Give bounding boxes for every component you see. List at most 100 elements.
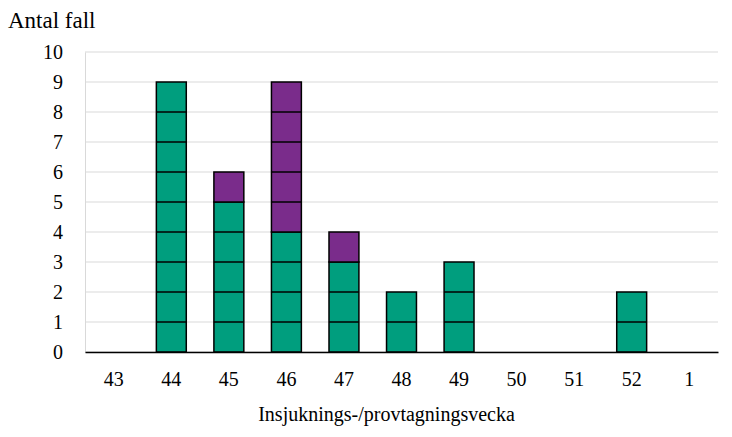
y-tick-label: 7 [53, 131, 63, 153]
y-tick: 10 [43, 41, 85, 63]
grid-line [85, 52, 718, 53]
y-tick: 4 [53, 221, 85, 243]
y-tick: 8 [53, 101, 85, 123]
x-tick: 44 [161, 352, 181, 390]
y-tick: 0 [53, 341, 85, 363]
y-tick-label: 5 [53, 191, 63, 213]
x-tick: 48 [392, 352, 412, 390]
y-tick-label: 8 [53, 101, 63, 123]
grid-line [85, 232, 718, 233]
case-divider [617, 321, 647, 323]
x-tick-label: 43 [104, 368, 124, 390]
case-divider [444, 291, 474, 293]
x-tick-label: 46 [276, 368, 296, 390]
bar-segment [271, 82, 301, 232]
bar-segment [329, 262, 359, 352]
x-tick-label: 51 [564, 368, 584, 390]
x-axis-title: Insjuknings-/provtagningsvecka [258, 403, 515, 426]
bar-segment [329, 232, 359, 262]
y-tick-label: 10 [43, 41, 63, 63]
x-tick-label: 45 [219, 368, 239, 390]
x-tick-label: 50 [507, 368, 527, 390]
x-tick-label: 1 [684, 368, 694, 390]
x-tick: 52 [622, 352, 642, 390]
bar-segment [214, 202, 244, 352]
grid-line [85, 142, 718, 143]
x-tick: 47 [334, 352, 354, 390]
bar-segment [387, 291, 417, 293]
case-divider [271, 111, 301, 113]
y-tick: 7 [53, 131, 85, 153]
bar-segment [214, 172, 244, 202]
y-tick: 3 [53, 251, 85, 273]
bars [156, 82, 646, 352]
x-tick: 49 [449, 352, 469, 390]
case-divider [156, 231, 186, 233]
bar-segment [444, 261, 474, 263]
case-divider [444, 321, 474, 323]
y-tick-label: 9 [53, 71, 63, 93]
case-divider [214, 261, 244, 263]
y-tick: 5 [53, 191, 85, 213]
y-tick: 1 [53, 311, 85, 333]
case-divider [156, 171, 186, 173]
grid-line [85, 112, 718, 113]
bar-segment [617, 291, 647, 293]
x-tick-label: 52 [622, 368, 642, 390]
case-divider [329, 321, 359, 323]
case-divider [214, 321, 244, 323]
bar-segment [271, 232, 301, 352]
y-axis-title: Antal fall [8, 8, 96, 33]
plot: 012345678910434445464748495051521 [43, 41, 719, 390]
bar-segment [156, 82, 186, 352]
chart: 012345678910434445464748495051521Antal f… [0, 0, 732, 437]
x-axis-line [86, 352, 719, 354]
grid [85, 52, 718, 352]
y-tick-label: 0 [53, 341, 63, 363]
x-tick-label: 48 [392, 368, 412, 390]
case-divider [156, 201, 186, 203]
x-tick: 1 [684, 352, 694, 390]
grid-line [85, 202, 718, 203]
case-divider [387, 321, 417, 323]
y-tick: 2 [53, 281, 85, 303]
case-divider [156, 321, 186, 323]
case-divider [271, 291, 301, 293]
x-tick-label: 44 [161, 368, 181, 390]
case-divider [214, 291, 244, 293]
x-tick: 51 [564, 352, 584, 390]
series [156, 82, 646, 352]
case-divider [156, 141, 186, 143]
case-divider [271, 261, 301, 263]
y-tick-label: 4 [53, 221, 63, 243]
case-divider [271, 141, 301, 143]
y-tick-label: 1 [53, 311, 63, 333]
grid-line [85, 322, 718, 323]
case-divider [271, 171, 301, 173]
x-tick: 43 [104, 352, 124, 390]
grid-line [85, 262, 718, 263]
grid-line [85, 172, 718, 173]
case-divider [329, 291, 359, 293]
bar-segment [387, 292, 417, 352]
x-tick: 50 [507, 352, 527, 390]
x-axis: 43 44 45 46 47 48 49 50 51 52 1 [86, 352, 719, 390]
bar-segment [617, 292, 647, 352]
case-divider [214, 231, 244, 233]
x-tick-label: 47 [334, 368, 354, 390]
y-axis: 0 1 2 3 4 5 6 7 8 9 10 [43, 41, 86, 363]
case-divider [271, 201, 301, 203]
y-tick-label: 2 [53, 281, 63, 303]
y-axis-line [85, 53, 86, 353]
x-tick: 45 [219, 352, 239, 390]
series [214, 82, 359, 262]
bar-segment [156, 81, 186, 83]
y-tick: 6 [53, 161, 85, 183]
bar-segment [444, 262, 474, 352]
case-divider [156, 111, 186, 113]
y-tick: 9 [53, 71, 85, 93]
case-divider [156, 261, 186, 263]
y-tick-label: 6 [53, 161, 63, 183]
y-tick-label: 3 [53, 251, 63, 273]
case-divider [156, 291, 186, 293]
